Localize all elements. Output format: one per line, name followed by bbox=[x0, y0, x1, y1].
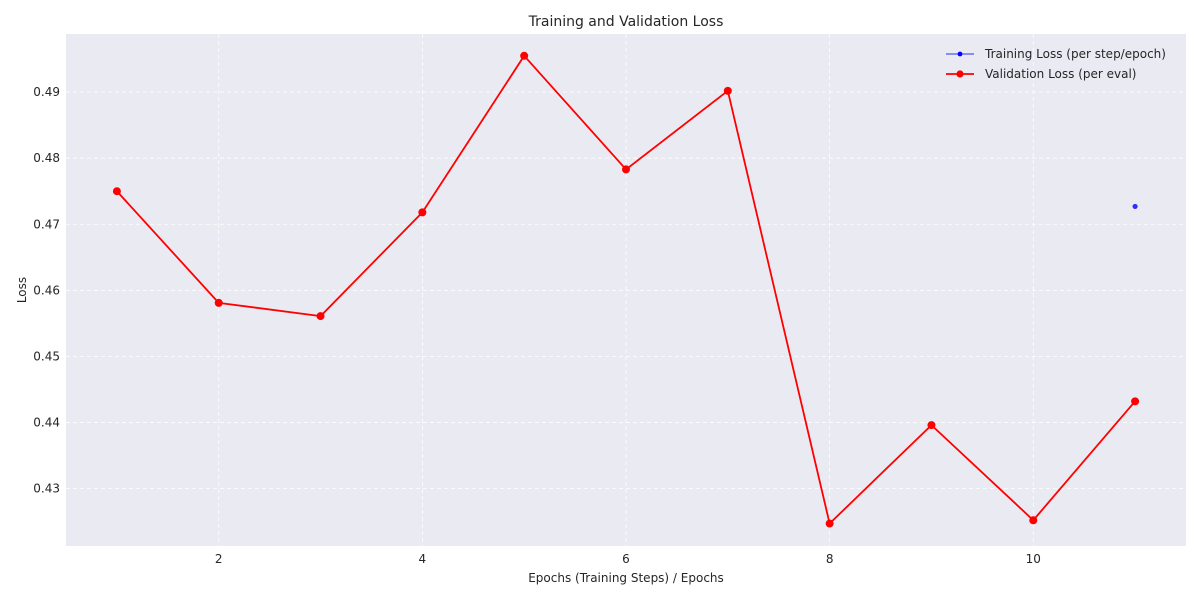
data-point bbox=[622, 165, 630, 174]
data-point bbox=[927, 421, 936, 430]
y-tick-label: 0.44 bbox=[33, 415, 60, 429]
legend: Training Loss (per step/epoch) Validation… bbox=[946, 47, 1166, 81]
data-point bbox=[1132, 203, 1138, 210]
legend-label: Training Loss (per step/epoch) bbox=[984, 47, 1166, 61]
data-point bbox=[1131, 397, 1140, 406]
y-axis-title: Loss bbox=[15, 277, 29, 303]
data-point bbox=[316, 312, 325, 321]
legend-swatch-marker bbox=[957, 51, 963, 57]
x-tick-label: 4 bbox=[419, 552, 427, 566]
y-tick-label: 0.47 bbox=[33, 217, 60, 231]
grid-lines bbox=[66, 34, 1186, 546]
y-axis-ticks: 0.43 0.44 0.45 0.46 0.47 0.48 0.49 bbox=[33, 85, 60, 495]
x-axis-ticks: 2 4 6 8 10 bbox=[215, 552, 1041, 566]
series-group bbox=[112, 51, 1140, 528]
data-point bbox=[214, 298, 223, 307]
legend-label: Validation Loss (per eval) bbox=[985, 67, 1137, 81]
data-point bbox=[723, 86, 732, 95]
legend-swatch-marker bbox=[956, 70, 964, 78]
data-point bbox=[418, 208, 427, 217]
y-tick-label: 0.46 bbox=[33, 283, 60, 297]
chart-title: Training and Validation Loss bbox=[528, 14, 724, 30]
x-tick-label: 8 bbox=[826, 552, 834, 566]
y-tick-label: 0.45 bbox=[33, 349, 60, 363]
data-point bbox=[112, 187, 121, 196]
x-axis-title: Epochs (Training Steps) / Epochs bbox=[528, 571, 724, 585]
y-tick-label: 0.43 bbox=[33, 482, 60, 496]
y-tick-label: 0.48 bbox=[33, 151, 60, 165]
series-training-loss bbox=[1132, 203, 1138, 210]
legend-item: Training Loss (per step/epoch) bbox=[946, 47, 1166, 61]
x-tick-label: 6 bbox=[622, 552, 630, 566]
y-tick-label: 0.49 bbox=[33, 85, 60, 99]
x-tick-label: 10 bbox=[1026, 552, 1041, 566]
series-validation-loss bbox=[112, 51, 1140, 528]
legend-item: Validation Loss (per eval) bbox=[946, 67, 1137, 81]
data-point bbox=[1029, 516, 1038, 525]
data-point bbox=[825, 519, 834, 528]
x-tick-label: 2 bbox=[215, 552, 223, 566]
data-point bbox=[520, 51, 529, 60]
